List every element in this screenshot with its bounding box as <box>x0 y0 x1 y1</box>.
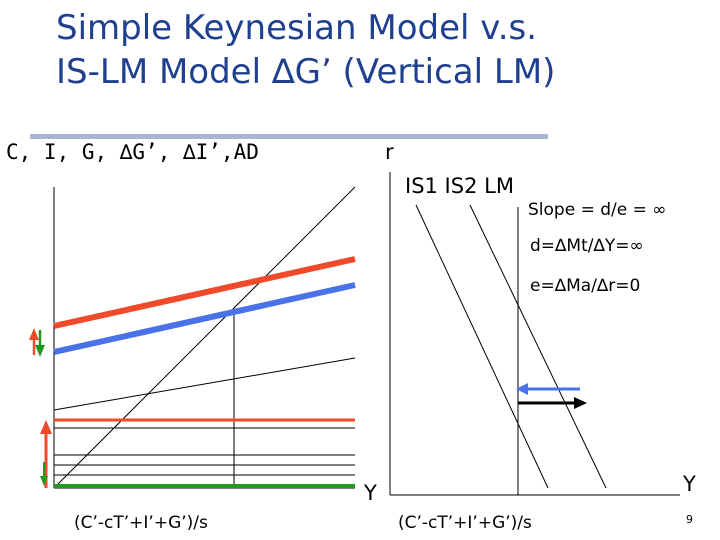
e-note: e=∆Ma/∆r=0 <box>530 276 641 296</box>
left-x-intercept-label: (C’-cT’+I’+G’)/s <box>74 513 208 533</box>
right-x-intercept-label: (C’-cT’+I’+G’)/s <box>398 513 532 533</box>
title-divider <box>30 134 548 139</box>
shift-arrow-down-green-2 <box>40 462 48 486</box>
shift-arrow-down-green <box>35 330 45 357</box>
right-x-axis-label: Y <box>683 472 696 496</box>
slide-title-line-2: IS-LM Model ∆G’ (Vertical LM) <box>56 52 556 92</box>
d-note: d=∆Mt/∆Y=∞ <box>530 236 644 256</box>
page-number: 9 <box>686 513 693 526</box>
blue-left-arrow <box>516 383 580 395</box>
blue-ad-line <box>53 282 356 355</box>
slide-title: Simple Keynesian Model v.s. IS-LM Model … <box>56 6 716 94</box>
slide-title-line-1: Simple Keynesian Model v.s. <box>56 8 538 48</box>
right-panel <box>389 172 680 496</box>
is2-curve <box>469 204 607 489</box>
base-ad-line <box>53 357 356 411</box>
black-right-arrow <box>518 397 587 409</box>
shift-arrow-up-red <box>29 328 39 355</box>
left-panel <box>29 186 356 489</box>
right-y-axis-label: r <box>385 140 394 164</box>
is1-curve <box>415 204 549 489</box>
left-x-axis-label: Y <box>364 481 377 505</box>
red-ad-line <box>53 256 356 329</box>
curve-labels: IS1 IS2 LM <box>405 174 514 198</box>
left-y-axis-label: C, I, G, ∆G’, ∆I’,AD <box>6 140 259 164</box>
45-degree-line <box>53 186 356 489</box>
slope-note: Slope = d/e = ∞ <box>528 200 667 220</box>
